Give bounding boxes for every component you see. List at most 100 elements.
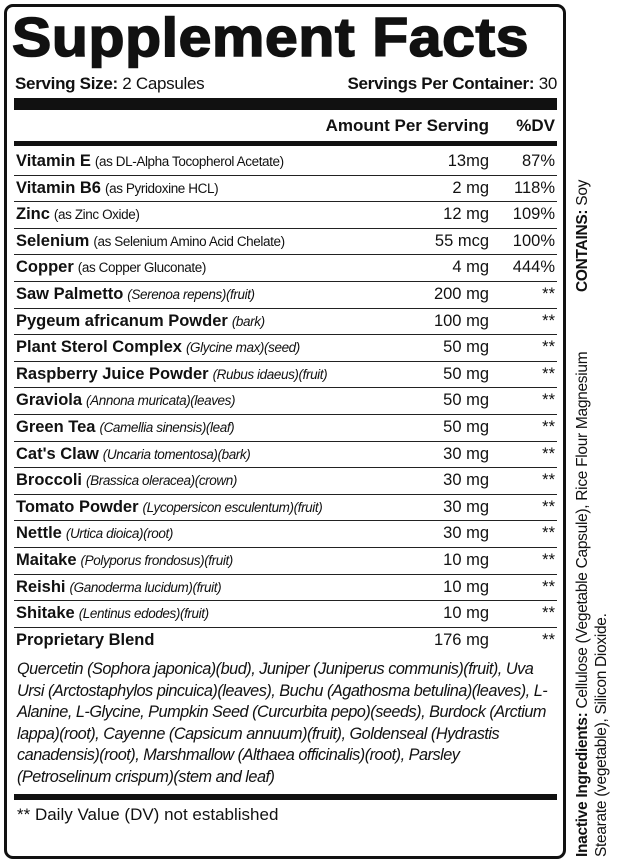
nutrient-amount: 4 mg xyxy=(452,258,489,277)
nutrient-amount: 50 mg xyxy=(443,364,489,383)
nutrient-dv: ** xyxy=(542,630,555,649)
nutrient-source: (as Selenium Amino Acid Chelate) xyxy=(93,233,285,249)
nutrient-amount: 30 mg xyxy=(443,497,489,516)
nutrient-name: Tomato Powder (Lycopersicon esculentum)(f… xyxy=(16,497,323,517)
footnote: ** Daily Value (DV) not established xyxy=(17,805,279,825)
nutrient-dv: ** xyxy=(542,338,555,357)
supplement-facts-panel: Supplement Facts Serving Size: 2 Capsule… xyxy=(4,4,566,859)
nutrient-amount: 50 mg xyxy=(443,338,489,357)
table-row: Selenium (as Selenium Amino Acid Chelate)… xyxy=(14,229,557,256)
nutrient-dv: ** xyxy=(542,577,555,596)
serving-size-value: 2 Capsules xyxy=(122,74,205,93)
panel-body: Vitamin E (as DL-Alpha Tocopherol Acetate… xyxy=(14,7,557,826)
servings-per-container-label: Servings Per Container: xyxy=(347,74,535,93)
nutrient-source: (Polyporus frondosus)(fruit) xyxy=(80,552,234,568)
nutrient-amount: 13mg xyxy=(447,152,489,170)
nutrient-amount: 30 mg xyxy=(443,471,489,490)
nutrient-source: (Serenoa repens)(fruit) xyxy=(127,286,255,302)
nutrient-name-text: Vitamin E xyxy=(16,152,91,170)
contains-label: CONTAINS: xyxy=(574,209,591,292)
allergen-contains: CONTAINS: Soy xyxy=(573,180,592,292)
nutrient-dv: ** xyxy=(542,524,555,543)
nutrient-amount: 200 mg xyxy=(433,284,489,303)
nutrient-name-text: Zinc xyxy=(16,205,50,224)
table-row: Graviola (Annona muricata)(leaves) 50 mg ** xyxy=(14,388,557,415)
table-row: Zinc (as Zinc Oxide) 12 mg 109% xyxy=(14,202,557,229)
table-row: Copper (as Copper Gluconate) 4 mg 444% xyxy=(14,255,557,282)
contains-value: Soy xyxy=(574,179,591,206)
panel-title: Supplement Facts xyxy=(11,6,530,68)
nutrient-dv: ** xyxy=(542,497,555,516)
nutrient-amount: 2 mg xyxy=(452,178,489,197)
nutrient-source: (as Copper Gluconate) xyxy=(77,260,207,276)
column-headers: Amount Per Serving %DV xyxy=(14,116,557,140)
nutrient-source: (Annona muricata)(leaves) xyxy=(86,393,236,409)
nutrient-name: Pygeum africanum Powder (bark) xyxy=(16,312,265,331)
nutrient-amount: 50 mg xyxy=(443,391,489,410)
nutrient-source: (Urtica dioica)(root) xyxy=(65,526,174,542)
nutrient-name: Proprietary Blend xyxy=(16,631,158,650)
nutrient-name-text: Raspberry Juice Powder xyxy=(16,364,209,383)
serving-info: Serving Size: 2 Capsules Servings Per Co… xyxy=(15,74,557,94)
nutrient-source: (as DL-Alpha Tocopherol Acetate) xyxy=(94,154,284,169)
nutrient-name: Nettle (Urtica dioica)(root) xyxy=(16,524,173,543)
nutrient-dv: ** xyxy=(542,550,555,569)
servings-per-container-value: 30 xyxy=(538,74,558,93)
table-row: Vitamin E (as DL-Alpha Tocopherol Acetate… xyxy=(14,149,557,176)
table-row: Reishi (Ganoderma lucidum)(fruit) 10 mg ** xyxy=(14,575,557,602)
nutrient-amount: 30 mg xyxy=(443,444,489,463)
nutrient-dv: 100% xyxy=(512,231,555,250)
table-row: Cat's Claw (Uncaria tomentosa)(bark) 30 mg… xyxy=(14,442,557,469)
nutrient-source: (Lycopersicon esculentum)(fruit) xyxy=(142,499,323,515)
nutrient-name-text: Shitake xyxy=(16,604,75,623)
nutrient-name-text: Tomato Powder xyxy=(16,497,139,516)
nutrient-name-text: Selenium xyxy=(16,231,90,250)
nutrient-name-text: Broccoli xyxy=(16,471,83,490)
nutrient-dv: ** xyxy=(542,284,555,303)
divider-bottom xyxy=(14,794,557,801)
nutrient-amount: 12 mg xyxy=(443,205,489,224)
nutrient-dv: ** xyxy=(542,471,555,490)
nutrient-name: Maitake (Polyporus frondosus)(fruit) xyxy=(16,551,233,570)
nutrient-dv: 109% xyxy=(512,205,555,224)
nutrient-name-text: Graviola xyxy=(16,391,83,410)
nutrient-name: Reishi (Ganoderma lucidum)(fruit) xyxy=(16,577,222,597)
proprietary-blend-ingredients: Quercetin (Sophora japonica)(bud), Junip… xyxy=(17,660,548,786)
nutrient-amount: 10 mg xyxy=(443,577,489,596)
inactive-label: Inactive Ingredients: xyxy=(574,712,591,857)
nutrient-dv: ** xyxy=(542,364,555,383)
nutrient-dv: 118% xyxy=(514,178,555,197)
amount-header: Amount Per Serving xyxy=(325,116,489,135)
nutrient-dv: ** xyxy=(542,417,555,436)
table-row: Raspberry Juice Powder (Rubus idaeus)(fru… xyxy=(14,362,557,389)
nutrient-name-text: Plant Sterol Complex xyxy=(16,338,182,357)
table-row: Tomato Powder (Lycopersicon esculentum)(f… xyxy=(14,495,557,522)
nutrient-dv: 87% xyxy=(521,152,555,170)
nutrient-table: Vitamin E (as DL-Alpha Tocopherol Acetate… xyxy=(14,149,557,653)
nutrient-name-text: Vitamin B6 xyxy=(16,178,101,197)
nutrient-name: Shitake (Lentinus edodes)(fruit) xyxy=(16,604,209,623)
nutrient-name-text: Green Tea xyxy=(16,417,96,436)
divider-thick xyxy=(14,98,557,110)
servings-per-container: Servings Per Container: 30 xyxy=(347,74,557,94)
nutrient-source: (Lentinus edodes)(fruit) xyxy=(78,606,209,622)
nutrient-name: Cat's Claw (Uncaria tomentosa)(bark) xyxy=(16,444,251,464)
nutrient-name-text: Saw Palmetto xyxy=(16,284,124,303)
nutrient-name-text: Cat's Claw xyxy=(16,444,99,463)
table-row: Nettle (Urtica dioica)(root) 30 mg ** xyxy=(14,521,557,548)
nutrient-dv: ** xyxy=(542,604,555,623)
nutrient-amount: 176 mg xyxy=(433,630,489,649)
nutrient-name: Plant Sterol Complex (Glycine max)(seed) xyxy=(16,338,300,357)
nutrient-name: Broccoli (Brassica oleracea)(crown) xyxy=(16,471,237,490)
nutrient-name: Zinc (as Zinc Oxide) xyxy=(16,205,140,224)
table-row: Pygeum africanum Powder (bark) 100 mg ** xyxy=(14,309,557,336)
serving-size: Serving Size: 2 Capsules xyxy=(15,74,205,94)
table-row: Green Tea (Camellia sinensis)(leaf) 50 mg *… xyxy=(14,415,557,442)
nutrient-name: Copper (as Copper Gluconate) xyxy=(16,258,206,277)
nutrient-name-text: Reishi xyxy=(16,577,66,596)
inactive-ingredients: Inactive Ingredients: Cellulose (Vegetab… xyxy=(573,327,611,857)
nutrient-name: Selenium (as Selenium Amino Acid Chelate) xyxy=(16,232,285,251)
nutrient-source: (Rubus idaeus)(fruit) xyxy=(212,366,328,382)
nutrient-amount: 10 mg xyxy=(443,604,489,623)
nutrient-source: (Uncaria tomentosa)(bark) xyxy=(102,446,251,462)
